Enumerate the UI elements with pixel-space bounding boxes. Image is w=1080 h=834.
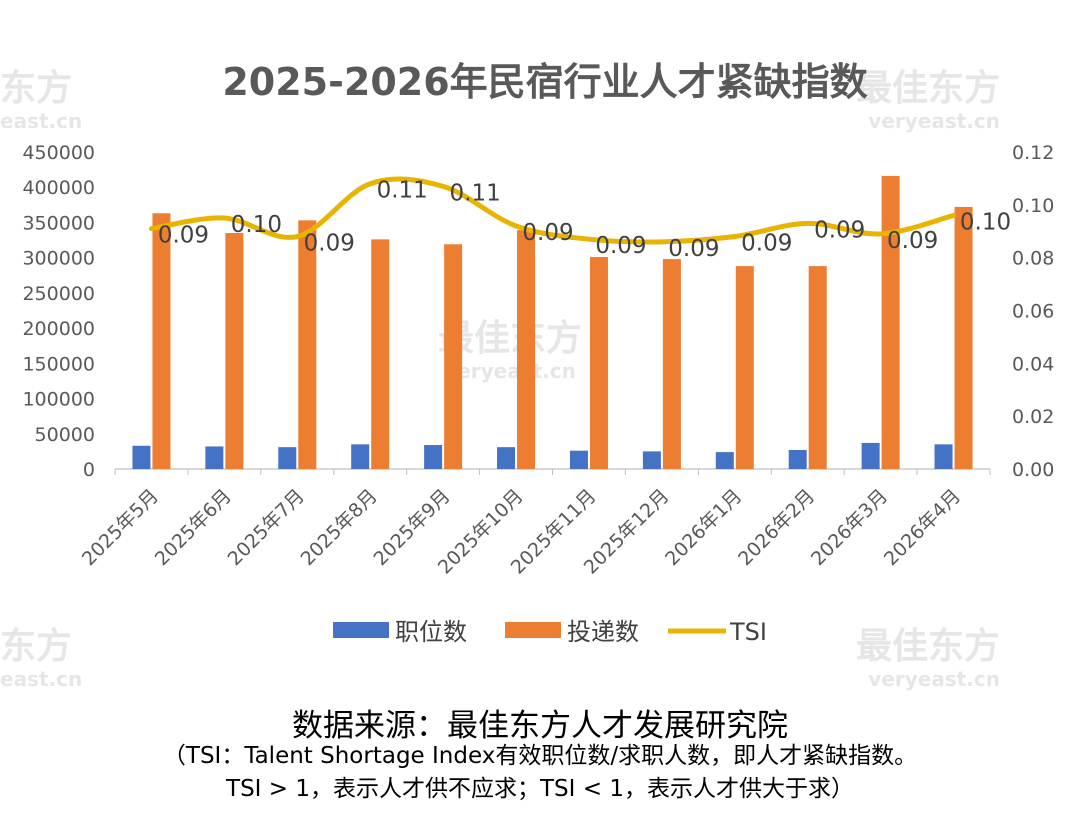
tsi-data-label: 0.09 [668, 236, 719, 262]
watermark-url: east.cn [0, 109, 82, 133]
bar-applications [662, 259, 681, 469]
watermarks: 东方east.cn最佳东方veryeast.cn最佳东方veryeast.cn东… [0, 68, 1000, 691]
watermark-brand: 东方 [0, 68, 72, 109]
watermark-url: veryeast.cn [868, 667, 1000, 691]
x-tick-label: 2025年7月 [224, 485, 309, 570]
x-tick-label: 2026年4月 [880, 485, 965, 570]
tsi-data-label: 0.10 [960, 209, 1011, 235]
legend-swatch [505, 622, 561, 638]
bar-jobs [424, 445, 443, 469]
bar-applications [589, 256, 608, 469]
tsi-data-label: 0.09 [158, 223, 209, 249]
bar-applications [808, 266, 827, 469]
tsi-data-label: 0.11 [377, 178, 428, 204]
tsi-data-label: 0.10 [231, 212, 282, 238]
data-labels: 0.09 0.10 0.09 0.11 0.11 0.09 0.09 0.09 0.09 0.09… [158, 178, 1011, 262]
y-right-tick-label: 0.06 [1012, 301, 1054, 323]
y-left-tick-label: 200000 [22, 318, 95, 340]
bar-applications [152, 213, 171, 469]
tsi-data-label: 0.09 [595, 233, 646, 259]
y-right-tick-label: 0.10 [1012, 195, 1054, 217]
bar-jobs [205, 446, 224, 469]
watermark-brand: 东方 [0, 626, 72, 667]
tsi-data-label: 0.09 [304, 231, 355, 257]
bar-jobs [788, 449, 807, 469]
y-left-tick-label: 350000 [22, 212, 95, 234]
y-left-tick-label: 100000 [22, 389, 95, 411]
y-left-tick-label: 150000 [22, 353, 95, 375]
tsi-data-label: 0.09 [741, 231, 792, 257]
bar-applications [954, 206, 973, 470]
bar-applications [517, 230, 536, 469]
watermark-brand: 最佳东方 [856, 68, 1000, 109]
watermark-brand: 最佳东方 [856, 626, 1000, 667]
y-left-tick-label: 0 [83, 459, 95, 481]
y-right-tick-label: 0.08 [1012, 248, 1054, 270]
watermark-url: veryeast.cn [444, 359, 576, 383]
y-left-tick-label: 250000 [22, 283, 95, 305]
x-tick-label: 2026年1月 [661, 485, 746, 570]
x-tick-label: 2025年5月 [78, 485, 163, 570]
tsi-line-group [148, 176, 957, 245]
tsi-data-label: 0.11 [450, 180, 501, 206]
y-right-tick-label: 0.00 [1012, 459, 1054, 481]
y-left-tick-label: 450000 [22, 142, 95, 164]
chart: 东方east.cn最佳东方veryeast.cn最佳东方veryeast.cn东… [0, 60, 1054, 691]
bar-jobs [861, 442, 880, 469]
bar-jobs [715, 452, 734, 469]
bar-applications [371, 239, 390, 469]
axes: 0 50000 100000 150000 200000 250000 300000 3500… [22, 142, 1054, 579]
y-right-tick-label: 0.04 [1012, 353, 1054, 375]
y-right-tick-label: 0.02 [1012, 406, 1054, 428]
y-right-tick-label: 0.12 [1012, 142, 1054, 164]
bars [132, 175, 973, 470]
y-left-tick-label: 300000 [22, 248, 95, 270]
tsi-data-label: 0.09 [814, 217, 865, 243]
x-tick-label: 2026年2月 [734, 485, 819, 570]
bar-applications [881, 175, 900, 469]
tsi-data-label: 0.09 [522, 220, 573, 246]
x-tick-label: 2025年6月 [151, 485, 236, 570]
tsi-note-line1: （TSI：Talent Shortage Index有效职位数/求职人数，即人才… [162, 743, 918, 769]
tsi-note-line2: TSI > 1，表示人才供不应求；TSI < 1，表示人才供大于求） [226, 776, 854, 802]
x-tick-label: 2025年8月 [297, 485, 382, 570]
legend-label: 投递数 [567, 618, 639, 646]
legend-label: 职位数 [395, 618, 467, 646]
bar-applications [298, 220, 317, 469]
legend-label: TSI [729, 618, 767, 646]
legend: 职位数 投递数 TSI [333, 618, 767, 646]
watermark-url: veryeast.cn [868, 109, 1000, 133]
bar-jobs [351, 444, 370, 469]
bar-jobs [497, 447, 516, 469]
x-tick-label: 2026年3月 [807, 485, 892, 570]
data-source: 数据来源：最佳东方人才发展研究院 [292, 708, 788, 744]
tsi-line [148, 176, 957, 245]
watermark-url: east.cn [0, 667, 82, 691]
bar-applications [444, 244, 463, 469]
chart-title: 2025-2026年民宿行业人才紧缺指数 [222, 60, 867, 104]
y-left-tick-label: 50000 [35, 424, 95, 446]
bar-jobs [278, 447, 297, 469]
y-left-tick-label: 400000 [22, 177, 95, 199]
tsi-data-label: 0.09 [887, 228, 938, 254]
legend-swatch [333, 622, 389, 638]
bar-applications [225, 233, 244, 469]
bar-jobs [569, 450, 588, 469]
bar-jobs [934, 444, 953, 469]
bar-applications [735, 266, 754, 469]
bar-jobs [642, 451, 661, 469]
bar-jobs [132, 445, 151, 469]
